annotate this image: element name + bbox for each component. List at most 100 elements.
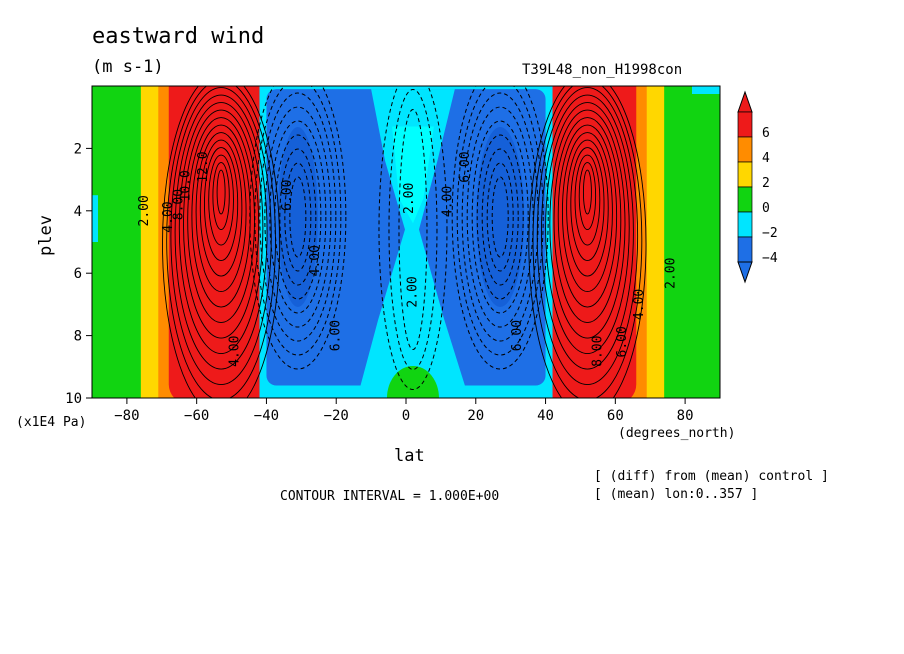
plot-frame: [91, 85, 721, 399]
jet-contour: [532, 86, 643, 398]
easterly-contour: [471, 120, 529, 314]
south-pole-sliver: [92, 195, 98, 242]
tropical-easterly-region: [259, 86, 553, 398]
equatorial-surface-westerly: [386, 366, 439, 398]
south-jet-band-1: [158, 86, 284, 398]
easterly-contour: [249, 86, 347, 370]
colorbar-segment: [737, 236, 753, 263]
north-jet-band-0: [510, 86, 665, 398]
jet-contour: [191, 124, 251, 308]
jet-contour: [574, 154, 601, 246]
contour-label: 6.00: [510, 320, 525, 351]
x-unit-label: (degrees_north): [618, 426, 736, 441]
colorbar-label: 0: [762, 201, 770, 216]
jet-contour: [174, 94, 268, 370]
contour-label: 4.00: [228, 336, 243, 367]
contour-interval: CONTOUR INTERVAL = 1.000E+00: [280, 489, 500, 504]
jet-contour: [183, 109, 260, 339]
x-tick-label: 20: [467, 408, 484, 424]
jet-contour: [545, 102, 630, 355]
x-tick-label: −20: [324, 408, 349, 424]
easterly-contour: [254, 86, 342, 356]
mean-note: [ (mean) lon:0..357 ]: [594, 487, 759, 502]
contour-label: 4.00: [308, 245, 323, 276]
diff-note: [ (diff) from (mean) control ]: [594, 469, 829, 484]
contour-label: 8.00: [172, 189, 187, 220]
equatorial-core: [392, 126, 434, 224]
jet-contour: [178, 102, 264, 355]
contour-label: 8.00: [590, 336, 605, 367]
colorbar-segment: [737, 161, 753, 188]
jet-contour: [208, 154, 234, 246]
jet-contour: [566, 139, 609, 277]
y-tick-label: 4: [74, 204, 82, 220]
x-tick-label: −40: [254, 408, 279, 424]
contour-label: 4.00: [632, 289, 647, 320]
jet-contour: [166, 86, 276, 398]
x-tick-label: 40: [537, 408, 554, 424]
contour-label: 2.00: [664, 258, 679, 289]
easterly-band: [266, 89, 546, 386]
chart-units: (m s-1): [92, 57, 164, 77]
contour-label: 10.0: [179, 170, 194, 201]
colorbar-segment: [737, 186, 753, 213]
easterly-contour: [284, 162, 312, 272]
north-pole-sliver: [692, 86, 720, 94]
jet-contour: [162, 86, 281, 398]
x-tick-label: −60: [184, 408, 209, 424]
easterly-contour: [486, 162, 514, 272]
colorbar-segment: [737, 136, 753, 163]
colorbar-bottom-arrow: [737, 261, 753, 284]
south-jet-band-0: [140, 86, 302, 398]
jet-contour: [549, 109, 626, 339]
contour-label: 12.0: [196, 151, 211, 182]
jet-contour: [212, 162, 230, 231]
colorbar-segment: [737, 211, 753, 238]
colorbar-label: −2: [762, 226, 778, 241]
jet-contour: [536, 87, 639, 386]
jet-contour: [195, 132, 247, 293]
colorbar-label: 6: [762, 126, 770, 141]
colorbar-label: −4: [762, 251, 778, 266]
x-tick-label: 0: [402, 408, 410, 424]
y-tick-label: 10: [65, 391, 82, 407]
north-jet-band-2: [538, 86, 637, 398]
x-tick-label: 80: [677, 408, 694, 424]
y-tick-label: 8: [74, 329, 82, 345]
experiment-label: T39L48_non_H1998con: [522, 62, 683, 78]
easterly-contour: [279, 148, 317, 286]
jet-contour: [216, 169, 226, 215]
equator-contour: [378, 86, 448, 390]
x-tick-label: −80: [114, 408, 139, 424]
easterly-contour: [259, 92, 337, 342]
contour-fill: [92, 86, 720, 398]
easterly-contour: [456, 86, 544, 356]
contour-label: 4.00: [161, 201, 176, 232]
easterly-contour: [269, 120, 327, 314]
easterly-contour: [491, 176, 509, 258]
jet-contour: [170, 87, 272, 386]
contour-label: 6.00: [615, 326, 630, 357]
x-axis-label: lat: [394, 446, 425, 466]
south-jet-band-2: [168, 86, 274, 398]
jet-contour: [557, 124, 618, 308]
equator-contour: [398, 109, 428, 351]
jet-contour: [582, 169, 592, 215]
jet-contour: [570, 147, 605, 262]
y-axis-label: plev: [36, 215, 56, 256]
easterly-contour: [461, 92, 539, 342]
chart-title: eastward wind: [92, 24, 265, 49]
easterly-contour: [451, 86, 549, 370]
jet-contour: [204, 147, 239, 262]
north-easterly-core: [476, 127, 525, 308]
colorbar-top-arrow: [737, 90, 753, 113]
contour-label: 6.00: [280, 180, 295, 211]
contour-label: 6.00: [458, 151, 473, 182]
jet-contour: [199, 139, 243, 277]
easterly-contour: [466, 106, 534, 328]
contour-label: 4.00: [440, 186, 455, 217]
contour-label: 2.00: [402, 183, 417, 214]
jet-contour: [561, 132, 613, 293]
jet-contour: [187, 117, 255, 324]
